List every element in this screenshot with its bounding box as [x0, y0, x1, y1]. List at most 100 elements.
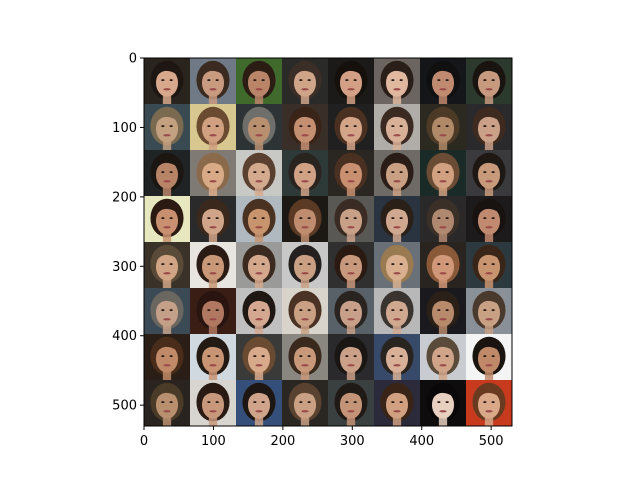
face-tile [144, 334, 190, 381]
axes-frame [143, 57, 513, 427]
face-shape [431, 391, 455, 419]
neck-shape [438, 183, 448, 197]
eye-right [445, 125, 449, 127]
eye-left [161, 171, 165, 173]
face-tile [374, 58, 420, 105]
hair-fringe [476, 294, 501, 310]
eye-left [345, 217, 349, 219]
eye-left [253, 79, 257, 81]
mouth [301, 364, 309, 367]
mouth [393, 88, 401, 91]
face-shape [477, 391, 501, 419]
eye-left [437, 79, 441, 81]
x-tick-label: 100 [201, 434, 226, 449]
face-shape [247, 161, 271, 189]
eye-left [391, 401, 395, 403]
hair-fringe [246, 64, 271, 80]
hair-fringe [154, 202, 179, 218]
eye-left [161, 125, 165, 127]
face-shape [293, 345, 317, 373]
eye-right [353, 171, 357, 173]
face-shape [339, 299, 363, 327]
face-tile [282, 150, 328, 197]
hair-fringe [154, 386, 179, 402]
hair-fringe [476, 110, 501, 126]
mouth [485, 364, 493, 367]
face-shape [339, 69, 363, 97]
mouth [485, 272, 493, 275]
hair-fringe [246, 202, 271, 218]
face-tile [420, 104, 466, 151]
eye-left [161, 79, 165, 81]
neck-shape [484, 275, 494, 289]
hair-fringe [338, 110, 363, 126]
face-shape [247, 69, 271, 97]
mouth [347, 318, 355, 321]
hair-fringe [292, 156, 317, 172]
mouth [255, 272, 263, 275]
eye-right [215, 401, 219, 403]
eye-left [207, 79, 211, 81]
neck-shape [300, 229, 310, 243]
hair-fringe [476, 156, 501, 172]
neck-shape [484, 183, 494, 197]
eye-left [483, 401, 487, 403]
face-shape [201, 253, 225, 281]
neck-shape [208, 367, 218, 381]
hair-fringe [384, 386, 409, 402]
mouth [347, 364, 355, 367]
face-shape [339, 345, 363, 373]
neck-shape [162, 229, 172, 243]
face-shape [431, 299, 455, 327]
neck-shape [484, 413, 494, 426]
neck-shape [208, 137, 218, 151]
neck-shape [346, 183, 356, 197]
hair-fringe [200, 156, 225, 172]
face-tile [328, 104, 374, 151]
y-tick-label: 0 [129, 52, 137, 67]
eye-right [261, 217, 265, 219]
hair-fringe [430, 156, 455, 172]
mouth [439, 180, 447, 183]
mouth [439, 318, 447, 321]
mouth [255, 318, 263, 321]
mouth [163, 410, 171, 413]
x-tick-label: 0 [140, 434, 148, 449]
eye-left [483, 355, 487, 357]
eye-left [345, 401, 349, 403]
hair-fringe [200, 248, 225, 264]
hair-fringe [476, 64, 501, 80]
face-tile [282, 242, 328, 289]
mouth [209, 88, 217, 91]
face-tile [374, 196, 420, 243]
eye-right [445, 263, 449, 265]
hair-fringe [338, 64, 363, 80]
mouth [347, 134, 355, 137]
neck-shape [346, 91, 356, 105]
face-tile [420, 58, 466, 105]
face-shape [247, 345, 271, 373]
hair-fringe [200, 64, 225, 80]
neck-shape [484, 91, 494, 105]
eye-right [491, 263, 495, 265]
hair-fringe [476, 386, 501, 402]
hair-fringe [384, 248, 409, 264]
face-shape [385, 69, 409, 97]
eye-left [299, 125, 303, 127]
mouth [301, 410, 309, 413]
eye-left [299, 79, 303, 81]
mouth [255, 410, 263, 413]
hair-fringe [154, 248, 179, 264]
eye-right [445, 355, 449, 357]
neck-shape [162, 137, 172, 151]
mouth [209, 318, 217, 321]
neck-shape [438, 275, 448, 289]
face-tile [466, 334, 512, 381]
eye-right [445, 401, 449, 403]
face-shape [293, 207, 317, 235]
hair-fringe [338, 294, 363, 310]
hair-fringe [246, 110, 271, 126]
hair-fringe [338, 340, 363, 356]
eye-left [391, 79, 395, 81]
